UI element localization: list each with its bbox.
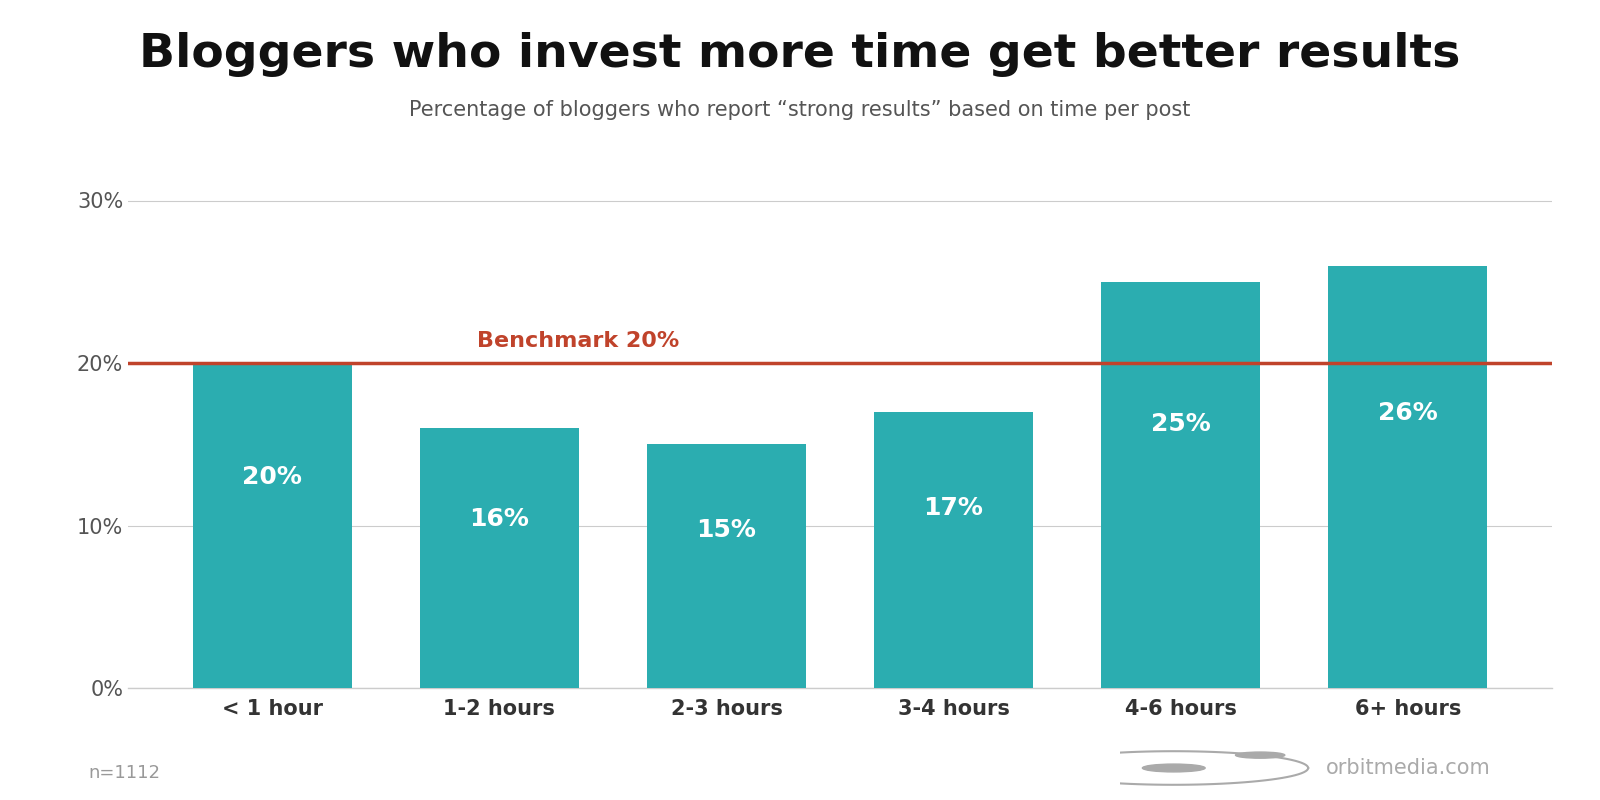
Bar (646, 444, 806, 688)
Bar (192, 363, 352, 688)
Bar (1101, 282, 1261, 688)
Text: 26%: 26% (1378, 402, 1438, 426)
Text: 16%: 16% (469, 507, 530, 531)
Text: 17%: 17% (923, 497, 984, 521)
Bar (419, 428, 579, 688)
Circle shape (1142, 764, 1205, 772)
Text: 20%: 20% (242, 465, 302, 489)
Text: orbitmedia.com: orbitmedia.com (1326, 758, 1491, 778)
Bar (1328, 266, 1488, 688)
Text: Percentage of bloggers who report “strong results” based on time per post: Percentage of bloggers who report “stron… (410, 100, 1190, 120)
Text: Bloggers who invest more time get better results: Bloggers who invest more time get better… (139, 32, 1461, 77)
Text: 15%: 15% (696, 518, 757, 542)
Circle shape (1235, 752, 1285, 758)
Text: n=1112: n=1112 (88, 765, 160, 782)
Bar (874, 412, 1034, 688)
Text: 25%: 25% (1150, 412, 1211, 436)
Text: Benchmark 20%: Benchmark 20% (477, 330, 678, 350)
